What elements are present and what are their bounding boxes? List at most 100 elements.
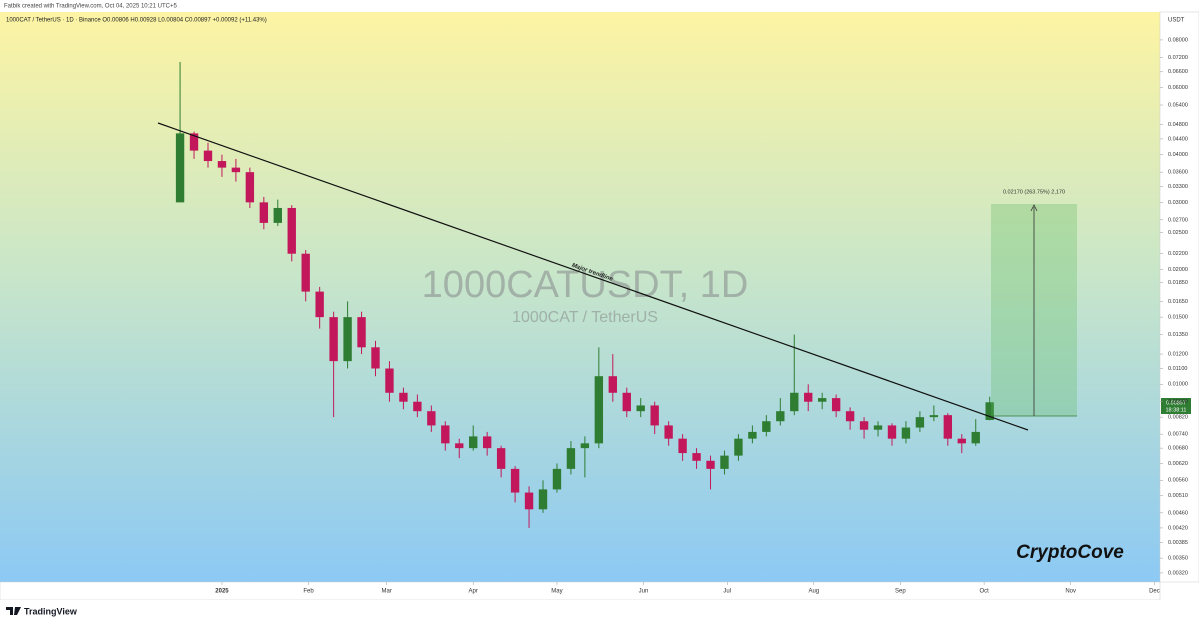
price-label-box (1161, 398, 1191, 414)
logo: TradingView (24, 606, 78, 616)
candles (175, 62, 994, 528)
candle-body (957, 438, 966, 444)
candle-body (664, 425, 673, 439)
measure-arrowhead (1030, 204, 1038, 212)
y-tick-label: 0.00385 (1168, 540, 1188, 546)
candle-body (455, 443, 464, 449)
footer (0, 600, 1199, 627)
y-tick-label: 0.03300 (1168, 184, 1188, 190)
candle-body (427, 411, 436, 426)
candle-body (413, 401, 422, 412)
y-tick-label: 0.00620 (1168, 461, 1188, 467)
y-tick-label: 0.01100 (1168, 366, 1187, 372)
candle-body (552, 468, 562, 490)
candle-body (608, 376, 617, 393)
watermark-name: 1000CAT / TetherUS (512, 309, 658, 326)
candle-body (873, 425, 883, 430)
candle-body (259, 202, 269, 223)
y-tick-label: 0.00460 (1168, 510, 1188, 516)
candle-body (301, 253, 310, 292)
candle-body (692, 453, 701, 461)
candle-body (929, 415, 939, 418)
axis-unit: USDT (1168, 18, 1185, 24)
candle-body (943, 415, 953, 439)
candle-body (287, 207, 296, 254)
y-tick-label: 0.00900 (1168, 399, 1188, 405)
candle-body (524, 492, 534, 510)
candle-body (273, 207, 282, 223)
price-label: 0.00897 (1166, 400, 1186, 406)
candle-body (734, 438, 743, 456)
candle-body (329, 317, 338, 362)
y-tick-label: 0.00820 (1168, 415, 1188, 421)
y-tick-label: 0.08000 (1168, 37, 1188, 43)
brand: CryptoCove (1016, 542, 1124, 563)
candle-body (804, 392, 813, 402)
x-tick-label: Sep (895, 589, 906, 595)
y-tick-label: 0.00350 (1168, 556, 1188, 562)
x-tick-label: Apr (469, 589, 478, 595)
candle-body (510, 468, 520, 493)
candle-body (776, 411, 785, 422)
candle-body (385, 368, 394, 393)
y-tick-label: 0.03600 (1168, 170, 1188, 176)
candle-body (371, 347, 380, 369)
x-tick-label: 2025 (215, 589, 229, 595)
y-tick-label: 0.01500 (1168, 315, 1188, 321)
candle-body (594, 376, 604, 444)
watermark-symbol: 1000CATUSDT, 1D (422, 264, 749, 306)
y-tick-label: 0.03000 (1168, 200, 1188, 206)
candle-body (580, 443, 590, 449)
y-tick-label: 0.02700 (1168, 217, 1188, 223)
x-tick-label: Aug (808, 589, 819, 595)
countdown: 18:38:11 (1165, 407, 1186, 413)
plot-area (0, 12, 1160, 582)
candle-body (650, 405, 659, 426)
x-tick-label: Jul (723, 589, 731, 595)
candle-body (538, 489, 548, 510)
candle-body (245, 172, 255, 203)
y-tick-label: 0.01350 (1168, 332, 1188, 338)
candle-body (748, 431, 757, 439)
price-axis (1159, 11, 1199, 583)
candle-body (790, 392, 799, 412)
candle-body (203, 150, 213, 162)
candle-body (357, 317, 366, 348)
y-tick-label: 0.07200 (1168, 55, 1188, 61)
candle-body (985, 402, 994, 420)
measure-label: 0.02170 (263.75%) 2,170 (1003, 189, 1065, 195)
y-tick-label: 0.00560 (1168, 478, 1188, 484)
logo-icon (6, 607, 21, 615)
candle-body (496, 448, 506, 469)
candle-body (901, 427, 911, 439)
candle-body (441, 425, 450, 444)
candle-body (706, 460, 715, 469)
candle-body (482, 436, 492, 449)
y-tick-label: 0.00320 (1168, 570, 1188, 576)
y-tick-label: 0.00740 (1168, 432, 1188, 438)
y-tick-label: 0.04000 (1168, 152, 1188, 158)
y-tick-label: 0.01200 (1168, 352, 1188, 358)
candle-body (622, 392, 631, 412)
y-tick-label: 0.02000 (1168, 267, 1188, 273)
y-tick-label: 0.04400 (1168, 136, 1188, 142)
candle-body (636, 405, 645, 412)
candle-body (399, 392, 408, 402)
y-tick-label: 0.00420 (1168, 525, 1188, 531)
y-tick-label: 0.01650 (1168, 299, 1188, 305)
x-tick-label: Jun (639, 589, 649, 595)
y-tick-label: 0.05400 (1168, 102, 1188, 108)
candle-body (831, 398, 841, 412)
candle-body (566, 448, 576, 469)
y-tick-label: 0.04800 (1168, 122, 1188, 128)
y-tick-label: 0.00680 (1168, 446, 1188, 452)
candle-body (971, 431, 980, 444)
y-tick-label: 0.02200 (1168, 251, 1188, 257)
candle-body (678, 438, 687, 454)
candle-body (859, 421, 869, 430)
candle-body (720, 455, 729, 469)
y-tick-label: 0.00510 (1168, 493, 1188, 499)
candle-body (343, 317, 352, 362)
